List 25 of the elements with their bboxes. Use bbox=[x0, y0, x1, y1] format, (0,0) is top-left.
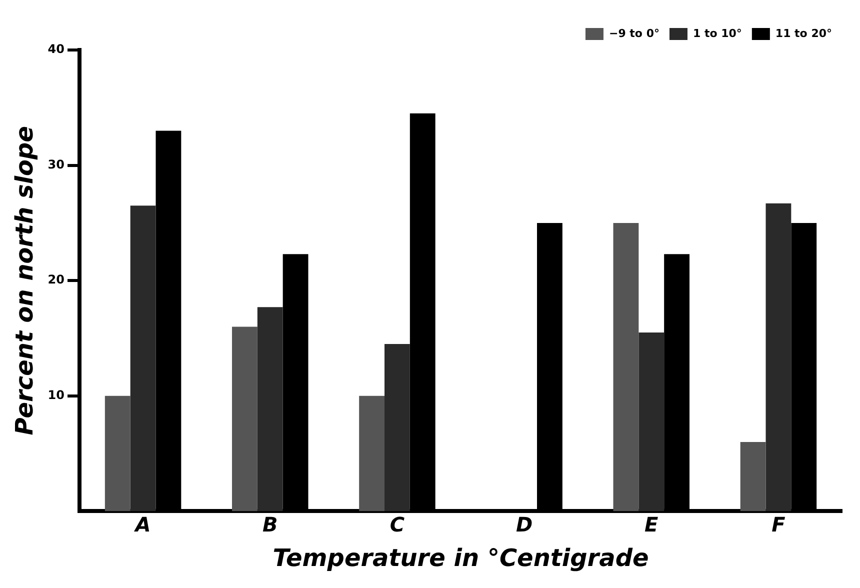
x-axis-title: Temperature in °Centigrade bbox=[272, 544, 649, 572]
y-tick-label: 20 bbox=[48, 272, 64, 287]
bar bbox=[638, 332, 664, 512]
bar bbox=[104, 396, 130, 512]
y-tick-label: 30 bbox=[48, 157, 64, 172]
bar bbox=[766, 203, 792, 512]
legend-label: −9 to 0° bbox=[608, 26, 660, 40]
bar bbox=[130, 206, 156, 512]
x-tick-label: E bbox=[644, 512, 659, 536]
x-tick-label: B bbox=[262, 512, 278, 536]
x-tick-label: D bbox=[516, 512, 533, 536]
bar bbox=[257, 307, 283, 512]
x-tick-label: C bbox=[390, 512, 405, 536]
bar bbox=[384, 344, 410, 512]
bar bbox=[232, 326, 258, 512]
x-tick-label: F bbox=[772, 512, 786, 536]
bar bbox=[740, 442, 766, 512]
y-tick-label: 10 bbox=[48, 388, 64, 402]
y-axis-title: Percent on north slope bbox=[10, 126, 39, 436]
bar bbox=[359, 396, 384, 512]
legend-label: 11 to 20° bbox=[775, 26, 832, 40]
legend-label: 1 to 10° bbox=[692, 26, 742, 40]
y-tick-label: 40 bbox=[48, 42, 64, 56]
x-tick-label: A bbox=[133, 512, 151, 536]
bar bbox=[613, 222, 639, 512]
